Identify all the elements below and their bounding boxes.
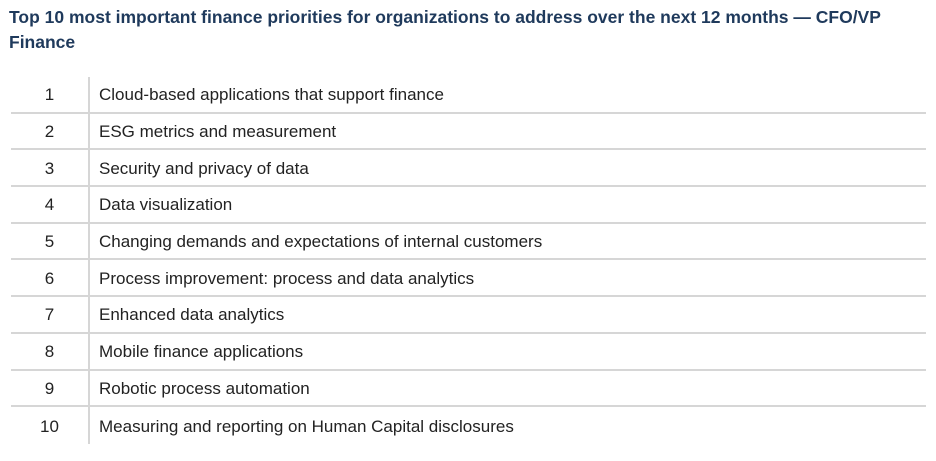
rank-cell: 6 (11, 260, 90, 296)
rank-cell: 7 (11, 297, 90, 332)
priority-label: Security and privacy of data (99, 158, 309, 178)
priorities-table: 1 Cloud-based applications that support … (11, 77, 926, 444)
rank-cell: 10 (11, 407, 90, 444)
table-row: 9 Robotic process automation (11, 370, 926, 408)
priority-label: Mobile finance applications (99, 342, 304, 362)
rank-cell: 1 (11, 77, 90, 112)
priority-label: Robotic process automation (99, 378, 310, 398)
table-row: 6 Process improvement: process and data … (11, 260, 926, 298)
page-title: Top 10 most important finance priorities… (9, 7, 881, 52)
table-row: 7 Enhanced data analytics (11, 297, 926, 334)
rank-cell: 3 (11, 150, 90, 186)
priority-label: Enhanced data analytics (99, 305, 285, 325)
priority-label: Data visualization (99, 195, 233, 215)
priority-label: Measuring and reporting on Human Capital… (99, 416, 514, 436)
table-row: 5 Changing demands and expectations of i… (11, 223, 926, 261)
rank-cell: 4 (11, 187, 90, 222)
priority-label: Cloud-based applications that support fi… (99, 85, 444, 105)
rank-cell: 9 (11, 370, 90, 406)
table-row: 3 Security and privacy of data (11, 150, 926, 188)
table-row: 8 Mobile finance applications (11, 333, 926, 371)
rank-cell: 5 (11, 223, 90, 259)
table-row: 10 Measuring and reporting on Human Capi… (11, 407, 926, 444)
table-row: 1 Cloud-based applications that support … (11, 77, 926, 114)
rank-cell: 2 (11, 113, 90, 149)
priority-label: Changing demands and expectations of int… (99, 232, 543, 252)
priority-label: ESG metrics and measurement (99, 122, 337, 142)
table-row: 4 Data visualization (11, 187, 926, 224)
priority-label: Process improvement: process and data an… (99, 268, 475, 288)
table-row: 2 ESG metrics and measurement (11, 113, 926, 151)
rank-cell: 8 (11, 333, 90, 369)
